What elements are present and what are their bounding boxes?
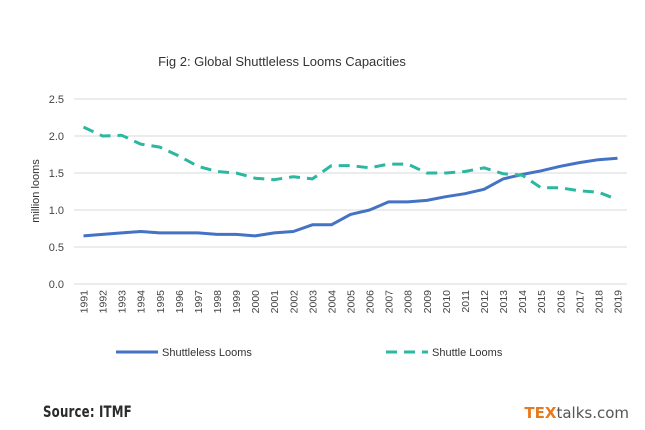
x-tick-label: 2000 [250, 290, 262, 314]
y-axis-label: million looms [30, 159, 42, 223]
y-axis-ticks: 0.0 0.5 1.0 1.5 2.0 2.5 [49, 94, 64, 291]
chart-title: Fig 2: Global Shuttleless Looms Capaciti… [158, 54, 406, 69]
x-tick-label: 2016 [555, 290, 567, 314]
series-line-shuttle-looms [82, 125, 619, 201]
y-tick-label: 2.0 [49, 131, 64, 143]
legend-label: Shuttleless Looms [162, 347, 252, 359]
brand-logo-talks: talks.com [556, 404, 629, 422]
x-tick-label: 2009 [422, 290, 434, 314]
x-tick-label: 2014 [517, 290, 529, 314]
x-axis-ticks: 1991 1992 1993 1994 1995 1996 1997 1998 1999 2000… [79, 290, 625, 314]
x-tick-label: 2015 [536, 290, 548, 314]
x-tick-label: 2002 [288, 290, 300, 314]
x-tick-label: 1996 [174, 290, 186, 314]
legend-label: Shuttle Looms [432, 347, 503, 359]
legend: Shuttleless Looms Shuttle Looms [116, 347, 503, 359]
x-tick-label: 2008 [403, 290, 415, 314]
gridlines [74, 98, 627, 285]
x-tick-label: 1993 [117, 290, 129, 314]
series-line-shuttleless-looms [83, 156, 618, 238]
x-tick-label: 2001 [269, 290, 281, 314]
x-tick-label: 2007 [384, 290, 396, 314]
x-tick-label: 2003 [307, 290, 319, 314]
x-tick-label: 2013 [498, 290, 510, 314]
x-tick-label: 2006 [365, 290, 377, 314]
x-tick-label: 2010 [441, 290, 453, 314]
y-tick-label: 0.0 [49, 279, 64, 291]
x-tick-label: 1997 [193, 290, 205, 314]
brand-logo: TEXtalks.com [524, 404, 629, 422]
line-chart: Fig 2: Global Shuttleless Looms Capaciti… [30, 54, 627, 359]
x-tick-label: 1998 [212, 290, 224, 314]
source-note: Source: ITMF [43, 402, 132, 421]
x-tick-label: 2018 [593, 290, 605, 314]
x-tick-label: 2017 [574, 290, 586, 314]
y-tick-label: 2.5 [49, 94, 64, 106]
y-tick-label: 0.5 [49, 242, 64, 254]
series-lines [82, 125, 619, 238]
brand-logo-tex: TEX [524, 404, 557, 422]
y-tick-label: 1.5 [49, 168, 64, 180]
x-tick-label: 2012 [479, 290, 491, 314]
x-tick-label: 2004 [326, 290, 338, 314]
x-tick-label: 1995 [155, 290, 167, 314]
x-tick-label: 1992 [98, 290, 110, 314]
x-tick-label: 1994 [136, 290, 148, 314]
x-tick-label: 2011 [460, 290, 472, 313]
x-tick-label: 1999 [231, 290, 243, 314]
x-tick-label: 1991 [79, 290, 91, 314]
y-tick-label: 1.0 [49, 205, 64, 217]
x-tick-label: 2019 [612, 290, 624, 314]
x-tick-label: 2005 [346, 290, 358, 314]
